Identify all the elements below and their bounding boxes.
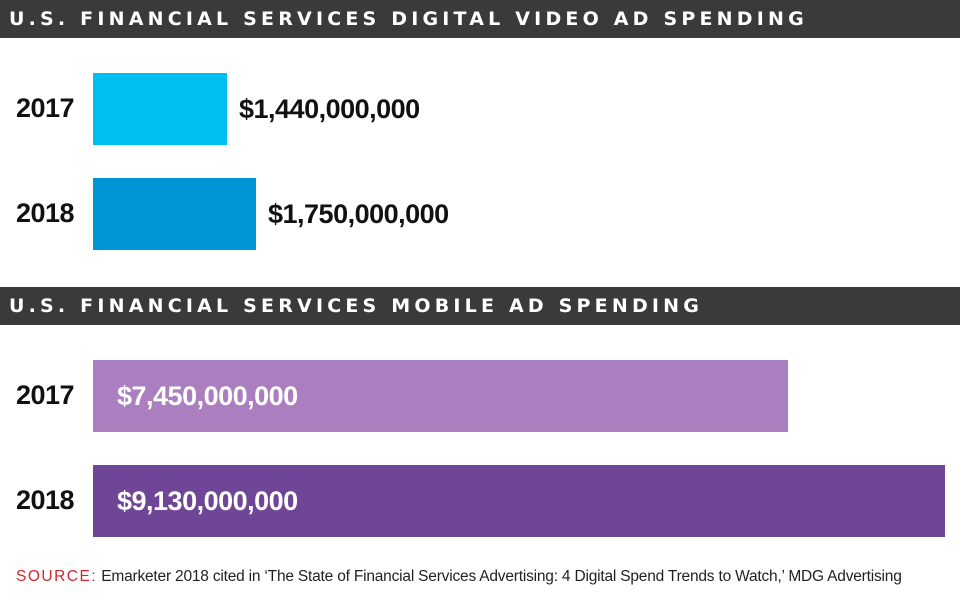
bar-2018 xyxy=(93,465,945,537)
category-label-2017: 2017 xyxy=(16,380,75,410)
value-label-2018: $9,130,000,000 xyxy=(117,486,298,516)
bar-2017 xyxy=(93,73,227,145)
category-label-2018: 2018 xyxy=(16,485,75,515)
value-label-2017: $7,450,000,000 xyxy=(117,381,298,411)
mobile-chart-title: U.S. FINANCIAL SERVICES MOBILE AD SPENDI… xyxy=(0,287,960,325)
bar-2018 xyxy=(93,178,256,250)
value-label-2018: $1,750,000,000 xyxy=(268,199,449,229)
source-note: SOURCE: Emarketer 2018 cited in ‘The Sta… xyxy=(16,568,902,586)
source-label: SOURCE: xyxy=(16,568,98,585)
source-text: Emarketer 2018 cited in ‘The State of Fi… xyxy=(101,568,902,585)
value-label-2017: $1,440,000,000 xyxy=(239,94,420,124)
bar-2017 xyxy=(93,360,788,432)
category-label-2018: 2018 xyxy=(16,198,75,228)
mobile-bar-chart: 2017 $7,450,000,000 2018 $9,130,000,000 xyxy=(0,325,960,553)
digital-video-bar-chart: 2017 $1,440,000,000 2018 $1,750,000,000 xyxy=(0,38,960,287)
digital-video-chart-title: U.S. FINANCIAL SERVICES DIGITAL VIDEO AD… xyxy=(0,0,960,38)
category-label-2017: 2017 xyxy=(16,93,75,123)
